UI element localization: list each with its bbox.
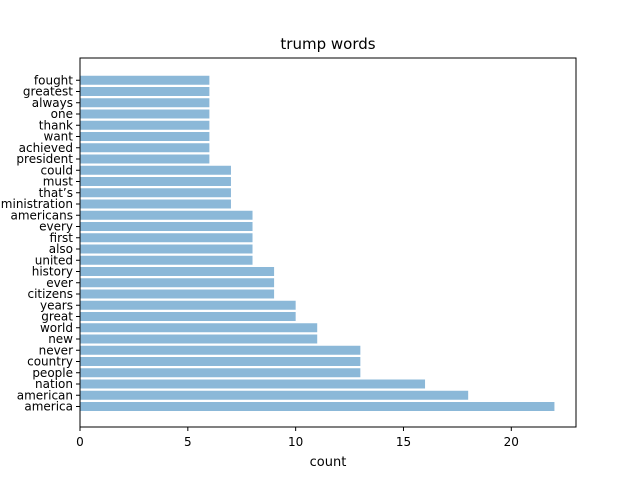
bar-20 (80, 177, 231, 186)
bars-layer (80, 75, 555, 411)
bar-6 (80, 334, 318, 344)
bar-11 (80, 278, 275, 288)
bar-9 (80, 300, 296, 310)
bar-13 (80, 255, 253, 265)
bar-16 (80, 222, 253, 231)
bar-22 (80, 154, 210, 164)
y-tick-label-6: new (48, 332, 73, 346)
y-tick-label-2: nation (35, 377, 73, 391)
y-tick-label-18: administration (0, 197, 73, 211)
bar-18 (80, 199, 231, 209)
y-tick-label-9: years (40, 298, 73, 312)
chart-title: trump words (280, 35, 375, 53)
y-tick-label-14: also (49, 242, 73, 256)
bar-26 (80, 109, 210, 119)
y-tick-label-29: fought (34, 73, 73, 87)
x-tick-label-2: 10 (288, 435, 303, 449)
y-tick-label-15: first (50, 231, 74, 245)
bar-28 (80, 87, 210, 96)
y-tick-label-25: thank (39, 118, 73, 132)
x-tick-label-1: 5 (184, 435, 192, 449)
y-tick-label-13: united (35, 253, 73, 267)
y-tick-label-19: that’s (39, 186, 73, 200)
y-tick-label-10: citizens (27, 287, 73, 301)
bar-25 (80, 120, 210, 130)
bar-10 (80, 289, 275, 299)
y-axis-ticks: americaamericannationpeoplecountrynevern… (0, 73, 80, 414)
bar-4 (80, 357, 361, 366)
x-tick-label-4: 20 (504, 435, 519, 449)
y-tick-label-20: must (43, 175, 74, 189)
y-tick-label-23: achieved (19, 141, 73, 155)
y-tick-label-5: never (39, 343, 73, 357)
y-tick-label-3: people (32, 366, 73, 380)
bar-3 (80, 368, 361, 378)
bar-7 (80, 323, 318, 333)
bar-29 (80, 75, 210, 85)
y-tick-label-1: american (17, 388, 73, 402)
bar-23 (80, 143, 210, 153)
y-tick-label-21: could (41, 163, 74, 177)
y-tick-label-17: americans (10, 208, 73, 222)
y-tick-label-12: history (32, 265, 73, 279)
y-tick-label-7: world (40, 321, 73, 335)
y-tick-label-8: great (41, 310, 73, 324)
y-tick-label-11: ever (46, 276, 73, 290)
bar-1 (80, 390, 469, 400)
x-tick-label-0: 0 (76, 435, 84, 449)
bar-12 (80, 267, 275, 276)
bar-21 (80, 165, 231, 175)
y-tick-label-22: president (16, 152, 73, 166)
y-tick-label-24: want (44, 130, 74, 144)
bar-27 (80, 98, 210, 108)
bar-5 (80, 345, 361, 355)
bar-14 (80, 244, 253, 254)
y-tick-label-28: greatest (23, 85, 73, 99)
y-tick-label-16: every (39, 220, 73, 234)
bar-15 (80, 233, 253, 243)
bar-17 (80, 210, 253, 220)
y-tick-label-4: country (27, 355, 73, 369)
y-tick-label-26: one (51, 107, 73, 121)
y-tick-label-27: always (32, 96, 73, 110)
bar-0 (80, 402, 555, 411)
bar-24 (80, 132, 210, 141)
bar-19 (80, 188, 231, 198)
x-axis-label: count (310, 455, 347, 470)
bar-2 (80, 379, 426, 389)
bar-8 (80, 312, 296, 321)
x-tick-label-3: 15 (396, 435, 411, 449)
x-axis-ticks: 0 5 10 15 20 (76, 427, 519, 449)
y-tick-label-0: america (24, 400, 73, 414)
plot-area-frame (79, 57, 577, 428)
